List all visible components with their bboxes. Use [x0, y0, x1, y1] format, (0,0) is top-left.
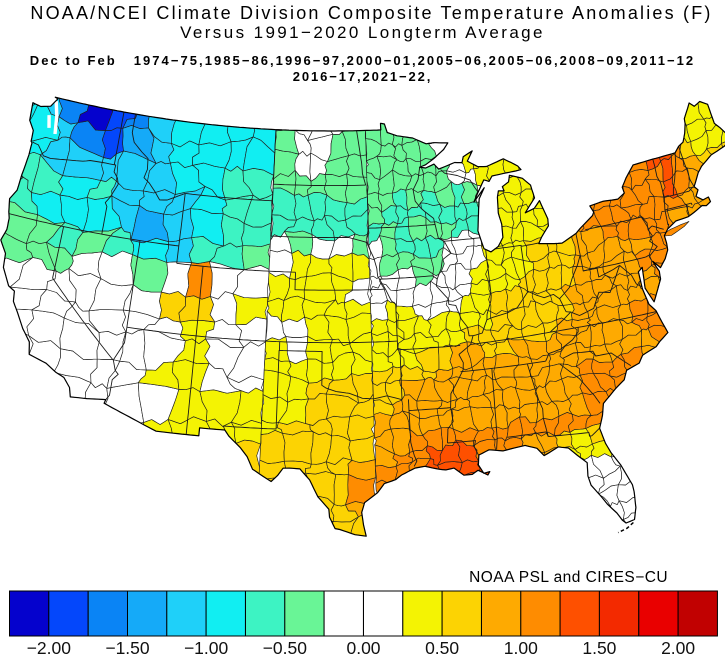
svg-text:−2.00: −2.00	[27, 638, 72, 656]
svg-text:−1.00: −1.00	[184, 638, 229, 656]
svg-text:−1.50: −1.50	[105, 638, 150, 656]
svg-text:0.50: 0.50	[425, 638, 459, 656]
svg-text:1.00: 1.00	[504, 638, 538, 656]
svg-text:1.50: 1.50	[582, 638, 616, 656]
svg-text:−0.50: −0.50	[263, 638, 308, 656]
svg-text:0.00: 0.00	[346, 638, 380, 656]
svg-text:2.00: 2.00	[661, 638, 695, 656]
